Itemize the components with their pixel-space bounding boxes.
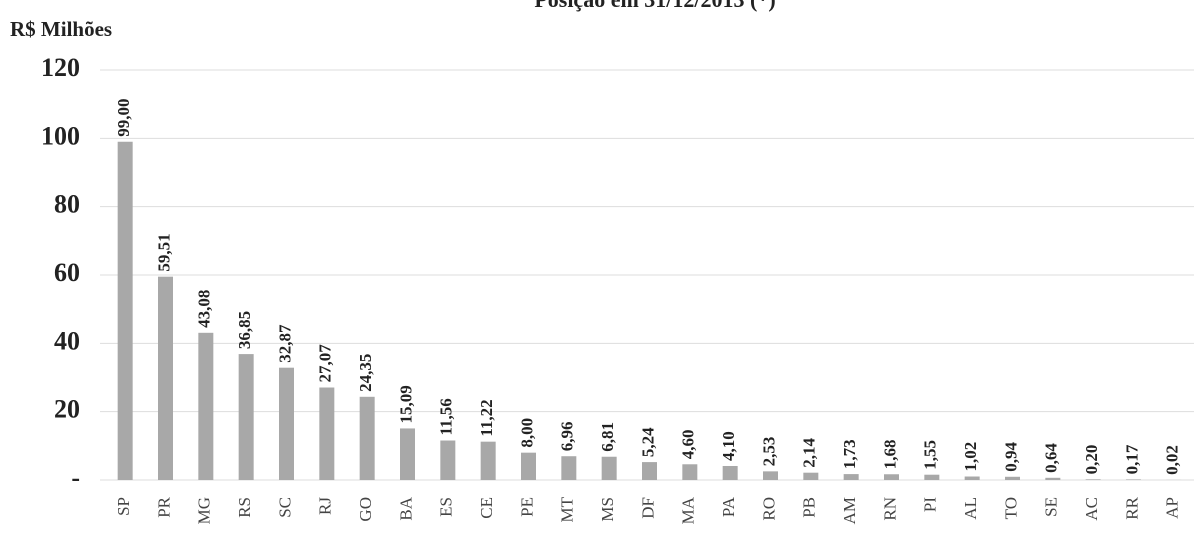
x-tick-label: AP [1163, 497, 1182, 519]
bar [884, 474, 899, 480]
value-label: 5,24 [638, 427, 657, 457]
x-tick-label: CE [477, 497, 496, 519]
value-label: 2,53 [759, 437, 778, 467]
bar [924, 474, 940, 480]
value-label: 27,07 [316, 344, 335, 383]
value-label: 11,22 [477, 399, 496, 436]
chart-title: Posição em 31/12/2013 (*) [534, 0, 775, 12]
value-label: 1,02 [961, 442, 980, 472]
x-tick-label: PR [154, 496, 173, 517]
x-tick-label: MS [598, 497, 617, 522]
y-tick-label: 20 [54, 395, 80, 424]
x-tick-label: MA [679, 496, 698, 524]
bar [843, 474, 859, 480]
value-label: 4,10 [719, 431, 738, 461]
x-tick-label: RR [1122, 496, 1141, 519]
x-tick-label: ES [437, 497, 456, 517]
value-label: 1,73 [840, 439, 859, 469]
x-tick-label: SE [1042, 497, 1061, 517]
value-label: 2,14 [800, 437, 819, 467]
value-label: 0,02 [1163, 445, 1182, 475]
value-label: 99,00 [114, 99, 133, 137]
x-tick-label: AM [840, 497, 859, 524]
x-tick-label: AL [961, 497, 980, 520]
y-tick-label: 80 [54, 190, 80, 219]
bar [521, 452, 536, 480]
x-tick-label: SP [114, 497, 133, 516]
y-tick-label: 60 [54, 258, 80, 287]
y-tick-label: 100 [41, 121, 80, 150]
bar [238, 354, 254, 480]
bar [682, 464, 698, 480]
x-tick-label: DF [638, 497, 657, 519]
value-label: 0,94 [1001, 442, 1020, 472]
y-tick-label: 40 [54, 326, 80, 355]
value-label: 0,20 [1082, 445, 1101, 475]
bar [1085, 479, 1101, 480]
bar [279, 367, 294, 480]
bar [561, 456, 577, 480]
bar [964, 476, 980, 480]
x-tick-label: RO [759, 497, 778, 521]
value-label: 59,51 [154, 233, 173, 271]
value-label: 11,56 [437, 398, 456, 435]
value-label: 0,64 [1042, 443, 1061, 473]
y-axis-label: R$ Milhões [10, 17, 112, 41]
bar [158, 276, 173, 480]
value-label: 8,00 [517, 418, 536, 448]
value-label: 36,85 [235, 311, 254, 349]
x-tick-label: PE [517, 497, 536, 517]
value-label: 1,55 [921, 440, 940, 470]
value-label: 1,68 [880, 440, 899, 470]
x-tick-label: PA [719, 496, 738, 517]
x-tick-label: PI [921, 497, 940, 512]
value-label: 43,08 [195, 290, 214, 328]
x-tick-label: PB [800, 497, 819, 518]
value-label: 0,17 [1122, 444, 1141, 474]
x-tick-label: RJ [316, 497, 335, 515]
bar [1045, 477, 1061, 480]
y-tick-label: - [71, 463, 80, 492]
x-tick-label: AC [1082, 497, 1101, 521]
value-label: 4,60 [679, 430, 698, 460]
x-tick-label: RS [235, 497, 254, 518]
bar [359, 396, 375, 480]
bar [480, 441, 496, 480]
x-tick-label: TO [1001, 497, 1020, 519]
bar [117, 141, 133, 480]
bar [198, 332, 214, 480]
value-label: 15,09 [396, 385, 415, 423]
x-tick-label: RN [880, 497, 899, 521]
x-tick-label: MT [558, 496, 577, 522]
value-label: 32,87 [275, 324, 294, 363]
value-label: 6,96 [558, 421, 577, 451]
bar [400, 428, 415, 480]
y-tick-label: 120 [41, 53, 80, 82]
bar [722, 465, 738, 480]
x-tick-label: GO [356, 497, 375, 522]
x-tick-label: BA [396, 496, 415, 520]
bar [601, 456, 617, 480]
bar [319, 387, 335, 480]
bar [763, 471, 778, 480]
bar [642, 462, 657, 480]
x-tick-label: SC [275, 497, 294, 518]
value-label: 24,35 [356, 354, 375, 392]
x-tick-label: MG [195, 497, 214, 524]
value-label: 6,81 [598, 422, 617, 452]
bar [803, 472, 819, 480]
bar [1126, 479, 1141, 480]
bar [1005, 476, 1020, 480]
bar [440, 440, 456, 480]
